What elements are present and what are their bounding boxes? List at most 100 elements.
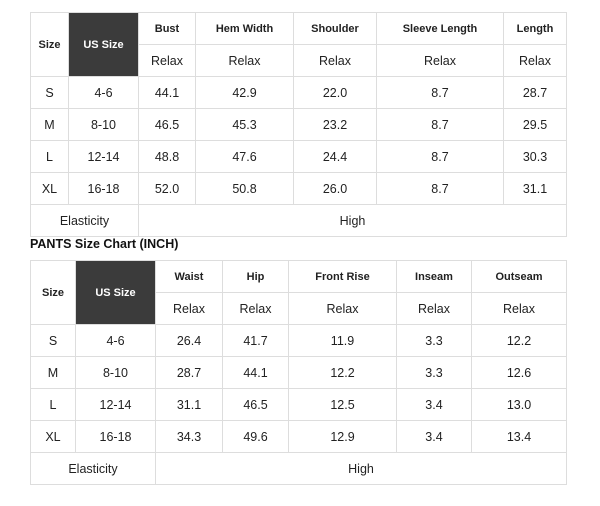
cell: 22.0 <box>293 76 377 109</box>
cell: 28.7 <box>155 356 223 389</box>
cell: 12.9 <box>288 420 397 453</box>
data-row: S 4-6 44.1 42.9 22.0 8.7 28.7 <box>30 76 567 109</box>
header-cell: Size <box>30 12 69 77</box>
cell: 30.3 <box>503 140 567 173</box>
header-cell: Size <box>30 260 76 325</box>
cell: 34.3 <box>155 420 223 453</box>
cell: 49.6 <box>222 420 289 453</box>
header-cell: Shoulder <box>293 12 377 45</box>
cell: XL <box>30 172 69 205</box>
fit-cell: Relax <box>503 44 567 77</box>
cell: 26.0 <box>293 172 377 205</box>
cell: M <box>30 356 76 389</box>
cell: 11.9 <box>288 324 397 357</box>
fit-cell: Relax <box>471 292 567 325</box>
cell: S <box>30 76 69 109</box>
footer-row: Elasticity High <box>30 452 567 485</box>
cell: XL <box>30 420 76 453</box>
fit-cell: Relax <box>222 292 289 325</box>
cell: 12-14 <box>68 140 139 173</box>
header-cell: Length <box>503 12 567 45</box>
data-row: XL 16-18 52.0 50.8 26.0 8.7 31.1 <box>30 172 567 205</box>
cell: 41.7 <box>222 324 289 357</box>
cell: 8-10 <box>68 108 139 141</box>
data-row: S 4-6 26.4 41.7 11.9 3.3 12.2 <box>30 324 567 357</box>
header-cell: Waist <box>155 260 223 293</box>
cell: 46.5 <box>138 108 196 141</box>
cell: 44.1 <box>138 76 196 109</box>
cell: 8.7 <box>376 172 504 205</box>
header-cell: US Size <box>68 12 139 77</box>
fit-row: Relax Relax Relax Relax Relax <box>31 292 567 325</box>
cell: 29.5 <box>503 108 567 141</box>
cell: 24.4 <box>293 140 377 173</box>
fit-cell: Relax <box>155 292 223 325</box>
header-row: Size US Size Bust Hem Width Shoulder Sleeve L… <box>30 12 567 77</box>
header-cell: Outseam <box>471 260 567 293</box>
data-row: L 12-14 48.8 47.6 24.4 8.7 30.3 <box>30 140 567 173</box>
header-cell: Hip <box>222 260 289 293</box>
cell: 3.4 <box>396 420 472 453</box>
cell: 45.3 <box>195 108 294 141</box>
fit-cell: Relax <box>138 44 196 77</box>
cell: 12.2 <box>288 356 397 389</box>
data-row: XL 16-18 34.3 49.6 12.9 3.4 13.4 <box>30 420 567 453</box>
footer-row: Elasticity High <box>30 204 567 237</box>
fit-row: Relax Relax Relax Relax Relax <box>31 44 567 77</box>
cell: 8.7 <box>376 108 504 141</box>
cell: 12-14 <box>75 388 156 421</box>
cell: High <box>138 204 567 237</box>
pants-table: Size US Size Waist Hip Front Rise Inseam Outse… <box>30 260 567 485</box>
fit-cell: Relax <box>293 44 377 77</box>
tops-table: Size US Size Bust Hem Width Shoulder Sleeve L… <box>30 12 567 237</box>
cell: 3.3 <box>396 324 472 357</box>
cell: 4-6 <box>75 324 156 357</box>
cell: 26.4 <box>155 324 223 357</box>
cell: 8.7 <box>376 140 504 173</box>
cell: 47.6 <box>195 140 294 173</box>
cell: 12.6 <box>471 356 567 389</box>
cell: 31.1 <box>503 172 567 205</box>
header-cell: Front Rise <box>288 260 397 293</box>
cell: High <box>155 452 567 485</box>
cell: M <box>30 108 69 141</box>
data-row: M 8-10 28.7 44.1 12.2 3.3 12.6 <box>30 356 567 389</box>
cell: S <box>30 324 76 357</box>
cell: L <box>30 140 69 173</box>
cell: 48.8 <box>138 140 196 173</box>
cell: 31.1 <box>155 388 223 421</box>
data-row: L 12-14 31.1 46.5 12.5 3.4 13.0 <box>30 388 567 421</box>
cell: 42.9 <box>195 76 294 109</box>
cell: 3.3 <box>396 356 472 389</box>
cell: 3.4 <box>396 388 472 421</box>
cell: 28.7 <box>503 76 567 109</box>
cell: 50.8 <box>195 172 294 205</box>
header-row: Size US Size Waist Hip Front Rise Inseam Outse… <box>30 260 567 325</box>
header-cell: US Size <box>75 260 156 325</box>
cell: 52.0 <box>138 172 196 205</box>
cell: Elasticity <box>30 452 156 485</box>
header-cell: Sleeve Length <box>376 12 504 45</box>
data-row: M 8-10 46.5 45.3 23.2 8.7 29.5 <box>30 108 567 141</box>
cell: 13.0 <box>471 388 567 421</box>
cell: 16-18 <box>75 420 156 453</box>
header-cell: Inseam <box>396 260 472 293</box>
cell: 13.4 <box>471 420 567 453</box>
cell: 8.7 <box>376 76 504 109</box>
cell: 23.2 <box>293 108 377 141</box>
header-cell: Bust <box>138 12 196 45</box>
fit-cell: Relax <box>195 44 294 77</box>
cell: 16-18 <box>68 172 139 205</box>
cell: Elasticity <box>30 204 139 237</box>
fit-cell: Relax <box>376 44 504 77</box>
cell: 12.5 <box>288 388 397 421</box>
cell: 12.2 <box>471 324 567 357</box>
fit-cell: Relax <box>288 292 397 325</box>
header-cell: Hem Width <box>195 12 294 45</box>
fit-cell: Relax <box>396 292 472 325</box>
cell: 46.5 <box>222 388 289 421</box>
cell: L <box>30 388 76 421</box>
cell: 8-10 <box>75 356 156 389</box>
cell: 44.1 <box>222 356 289 389</box>
